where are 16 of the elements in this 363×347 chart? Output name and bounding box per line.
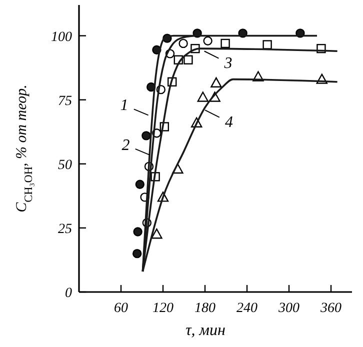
y-tick-label: 0 — [65, 286, 72, 301]
annotation: 1 — [120, 97, 128, 114]
x-axis-title: τ, мин — [186, 322, 226, 339]
annotation: 4 — [225, 114, 233, 132]
x-tick-label: 60 — [114, 301, 128, 316]
x-tick-label: 180 — [194, 301, 216, 316]
y-tick-label: 50 — [58, 158, 72, 173]
x-tick-label: 120 — [152, 301, 174, 316]
y-tick-label: 100 — [51, 30, 72, 45]
annotation: 3 — [223, 55, 232, 72]
x-tick-label: 300 — [278, 301, 300, 316]
x-tick-label: 240 — [236, 301, 258, 316]
y-tick-label: 75 — [58, 94, 72, 109]
y-tick-label: 25 — [58, 222, 72, 237]
x-tick-label: 360 — [320, 301, 342, 316]
annotation: 2 — [122, 136, 130, 154]
